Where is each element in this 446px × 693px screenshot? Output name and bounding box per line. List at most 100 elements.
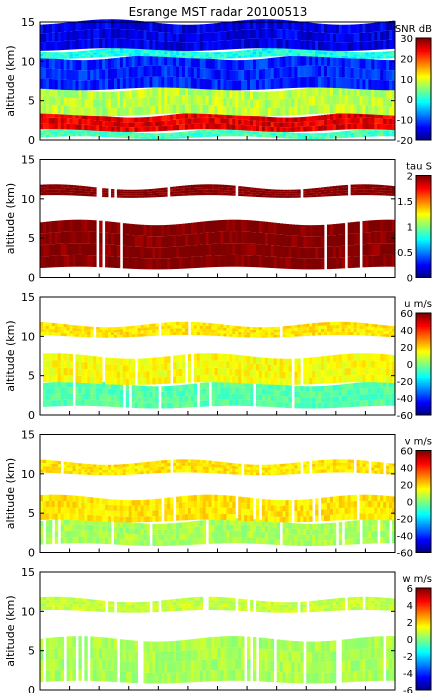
heatmap-cell [134,528,139,535]
heatmap-cell [170,136,174,139]
heatmap-cell [244,133,248,137]
heatmap-cell [300,65,304,77]
heatmap-cell [238,113,242,120]
heatmap-cell [48,394,53,401]
heatmap-cell [217,537,221,544]
heatmap-cell [288,391,292,397]
heatmap-cell [105,255,109,268]
heatmap-cell [380,133,384,137]
colorbar-swatch [416,212,431,215]
colorbar-tick-label: 1.5 [397,197,413,208]
heatmap-cell [176,55,180,67]
heatmap-cell [279,234,283,246]
heatmap-cell [297,324,301,328]
heatmap-cell [199,54,204,57]
heatmap-cell [211,58,215,70]
heatmap-cell [321,65,325,77]
heatmap-cell [368,105,372,115]
heatmap-cell [170,32,174,42]
heatmap-cell [205,184,210,187]
colorbar-swatch [416,240,431,243]
heatmap-cell [42,375,47,383]
heatmap-cell [199,117,204,124]
heatmap-cell [338,66,343,78]
heatmap-cell [179,33,183,43]
heatmap-cell [276,29,281,39]
heatmap-cell [161,258,165,270]
heatmap-cell [267,538,272,545]
heatmap-cell [220,112,224,119]
heatmap-cell [45,221,50,234]
heatmap-cell [48,400,53,407]
heatmap-cell [193,520,198,527]
heatmap-cell [143,358,147,365]
heatmap-cell [232,90,236,99]
heatmap-cell [93,255,97,267]
heatmap-cell [258,364,263,371]
heatmap-cell [155,126,159,132]
heatmap-cell [217,518,221,525]
colorbar-swatch [416,184,431,187]
heatmap-cell [146,97,150,106]
heatmap-cell [149,137,153,139]
heatmap-cell [48,232,53,245]
heatmap-cell [111,134,115,138]
heatmap-cell [93,537,97,544]
heatmap-cell [116,122,121,127]
heatmap-cell [48,24,53,33]
colorbar-swatch [416,201,431,204]
heatmap-cell [134,134,139,137]
heatmap-cell [173,54,177,58]
heatmap-cell [158,534,162,541]
heatmap-cell [51,184,56,187]
heatmap-cell [347,222,352,234]
heatmap-cell [211,374,215,383]
heatmap-cell [140,49,144,54]
heatmap-cell [214,69,218,80]
heatmap-cell [326,104,331,114]
heatmap-cell [338,321,343,326]
heatmap-cell [57,87,62,97]
heatmap-cell [261,329,266,333]
heatmap-cell [42,123,47,130]
heatmap-cell [341,131,346,134]
heatmap-cell [164,194,168,197]
heatmap-cell [179,223,183,236]
heatmap-cell [326,191,331,194]
heatmap-cell [318,137,322,139]
heatmap-cell [99,377,103,384]
heatmap-cell [140,134,144,137]
heatmap-cell [214,531,218,538]
heatmap-cell [40,184,44,188]
heatmap-cell [250,107,254,117]
heatmap-cell [326,132,331,135]
heatmap-cell [208,123,212,130]
heatmap-cell [102,382,106,389]
heatmap-cell [164,529,168,535]
heatmap-cell [105,28,109,39]
colorbar-swatch [416,99,431,102]
heatmap-cell [155,332,159,336]
heatmap-cell [184,66,189,78]
heatmap-cell [267,383,272,390]
heatmap-cell [273,38,278,49]
heatmap-cell [152,247,156,259]
heatmap-cell [362,326,366,330]
heatmap-cell [208,192,212,196]
heatmap-cell [241,380,245,388]
heatmap-cell [176,325,180,329]
heatmap-cell [321,32,325,42]
heatmap-cell [66,184,70,188]
heatmap-cell [84,376,88,384]
colorbar-swatch [416,90,431,93]
heatmap-cell [90,381,94,388]
heatmap-cell [96,107,100,117]
heatmap-cell [119,527,124,534]
colorbar-swatch [416,133,431,136]
heatmap-cell [359,332,363,336]
heatmap-cell [226,354,230,362]
heatmap-cell [285,246,289,258]
heatmap-cell [383,375,387,383]
heatmap-cell [116,50,121,54]
heatmap-cell [42,394,47,401]
